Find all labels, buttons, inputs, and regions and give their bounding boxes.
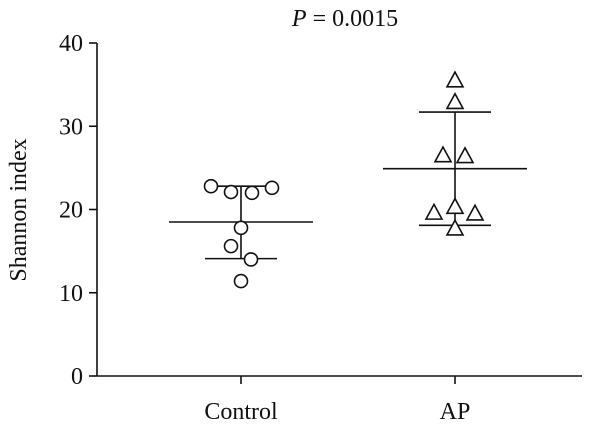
y-axis-label: Shannon index: [6, 138, 32, 281]
data-point-triangle: [445, 92, 465, 110]
axes: 0 10 20 30 40 Control AP: [59, 31, 582, 425]
y-tick-label: 30: [59, 114, 83, 140]
data-point-circle: [233, 220, 249, 236]
data-point-triangle: [455, 146, 475, 164]
data-point-triangle: [445, 196, 465, 215]
data-point-circle: [203, 178, 219, 194]
y-tick-label: 20: [59, 198, 83, 224]
series-ap: [383, 70, 527, 236]
data-point-triangle: [433, 145, 453, 163]
y-tick-label: 0: [71, 364, 83, 390]
data-point-circle: [244, 185, 260, 201]
data-point-triangle: [445, 218, 465, 236]
data-point-triangle: [465, 203, 485, 221]
data-marks: [169, 70, 527, 289]
chart-title: P = 0.0015: [291, 6, 398, 32]
data-point-circle: [223, 184, 239, 200]
x-tick-label: AP: [440, 399, 471, 425]
data-point-circle: [223, 238, 239, 254]
data-point-circle: [264, 180, 280, 196]
data-point-circle: [243, 252, 259, 267]
title-p-symbol: P: [291, 6, 307, 32]
x-tick-label: Control: [204, 399, 278, 425]
data-point-triangle: [445, 70, 465, 88]
series-control: [169, 178, 313, 289]
y-tick-label: 10: [59, 281, 83, 307]
data-point-triangle: [424, 202, 444, 220]
y-tick-label: 40: [59, 31, 83, 57]
title-p-value: = 0.0015: [307, 6, 399, 32]
data-point-circle: [233, 273, 249, 289]
